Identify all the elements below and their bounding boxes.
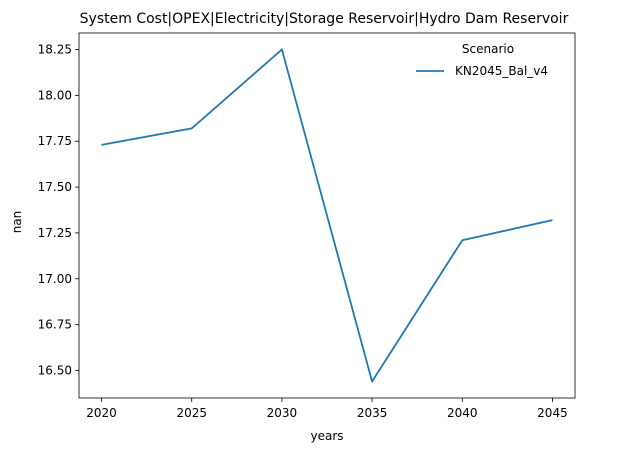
y-axis-label: nan [10, 211, 24, 234]
y-tick-label-17.75: 17.75 [38, 134, 72, 148]
plot-area [78, 32, 576, 399]
y-tick-label-16.75: 16.75 [38, 318, 72, 332]
legend-label-kn2045-bal-v4: KN2045_Bal_v4 [455, 64, 548, 78]
y-tick-label-18.25: 18.25 [38, 43, 72, 57]
x-tick-label-2030: 2030 [267, 406, 298, 420]
series-line-kn2045-bal-v4 [101, 48, 553, 383]
y-axis: 16.50 16.75 17.00 17.25 17.50 17.75 18.00 18.25 [38, 43, 79, 377]
legend-title: Scenario [462, 42, 514, 56]
x-tick-label-2025: 2025 [176, 406, 207, 420]
series-layer [101, 48, 553, 383]
x-tick-label-2035: 2035 [357, 406, 388, 420]
x-tick-label-2020: 2020 [86, 406, 117, 420]
legend: Scenario KN2045_Bal_v4 [416, 42, 548, 78]
chart-title: System Cost|OPEX|Electricity|Storage Res… [80, 11, 569, 27]
y-tick-label-18.00: 18.00 [38, 88, 72, 102]
y-tick-label-17.50: 17.50 [38, 180, 72, 194]
y-tick-label-17.00: 17.00 [38, 272, 72, 286]
x-tick-label-2040: 2040 [447, 406, 478, 420]
y-tick-label-17.25: 17.25 [38, 226, 72, 240]
x-axis-label: years [310, 429, 343, 443]
plot-frame [78, 32, 576, 399]
x-axis: 2020 2025 2030 2035 2040 2045 [86, 398, 568, 420]
x-tick-label-2045: 2045 [537, 406, 568, 420]
y-tick-label-16.50: 16.50 [38, 363, 72, 377]
